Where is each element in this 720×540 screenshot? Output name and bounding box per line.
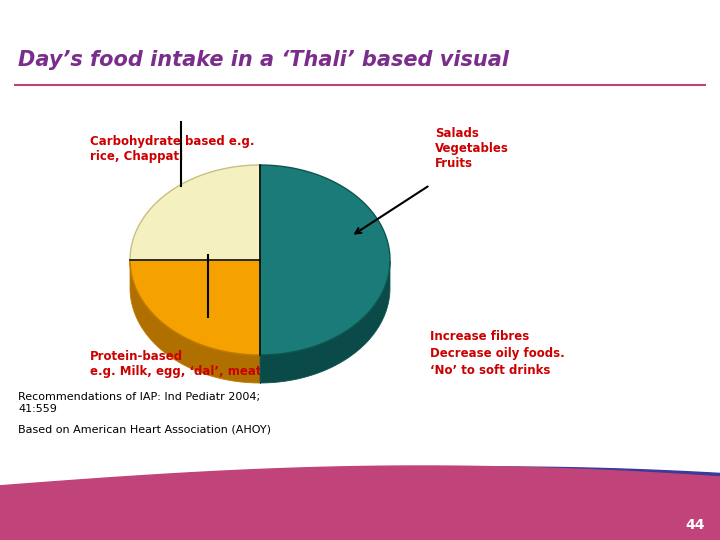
Polygon shape [130, 261, 260, 383]
Text: Decrease oily foods.: Decrease oily foods. [430, 347, 564, 360]
Polygon shape [130, 165, 260, 260]
Text: 44: 44 [685, 518, 705, 532]
Text: Salads
Vegetables
Fruits: Salads Vegetables Fruits [435, 127, 509, 170]
Text: Recommendations of IAP: Ind Pediatr 2004;
41:559: Recommendations of IAP: Ind Pediatr 2004… [18, 392, 260, 414]
Text: Increase fibres: Increase fibres [430, 330, 529, 343]
Polygon shape [130, 260, 260, 355]
Polygon shape [260, 261, 390, 383]
Text: Based on American Heart Association (AHOY): Based on American Heart Association (AHO… [18, 425, 271, 435]
Text: Protein-based
e.g. Milk, egg, ‘dal’, meat.: Protein-based e.g. Milk, egg, ‘dal’, mea… [90, 350, 266, 378]
Text: Carbohydrate based e.g.
rice, Chappati: Carbohydrate based e.g. rice, Chappati [90, 135, 254, 163]
Text: Day’s food intake in a ‘Thali’ based visual: Day’s food intake in a ‘Thali’ based vis… [18, 50, 509, 70]
Polygon shape [260, 165, 390, 355]
Text: ‘No’ to soft drinks: ‘No’ to soft drinks [430, 364, 550, 377]
